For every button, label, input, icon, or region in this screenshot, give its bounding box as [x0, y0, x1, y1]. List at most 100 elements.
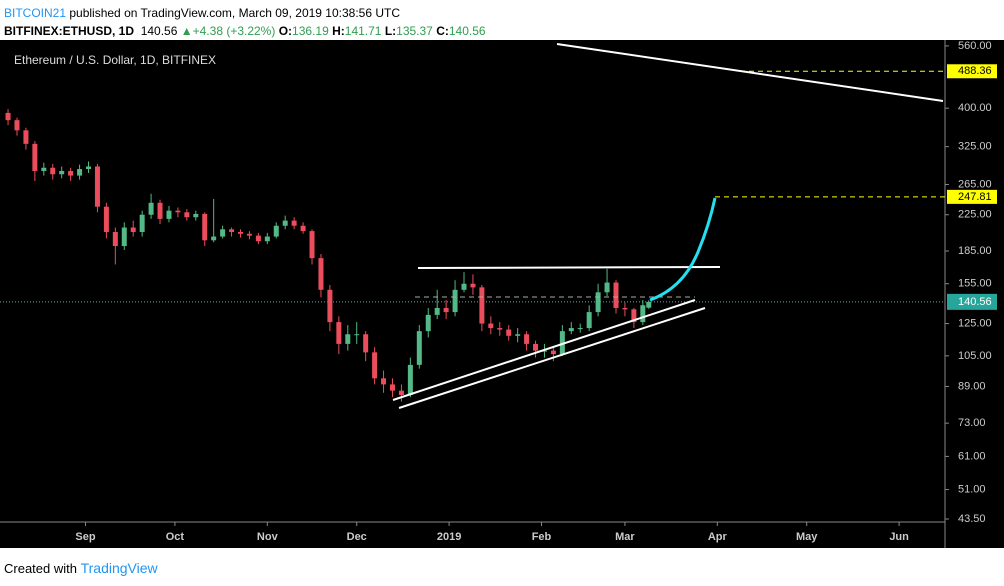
l-label: L:: [384, 24, 397, 38]
footer: Created with TradingView: [4, 560, 158, 576]
x-tick-label: Oct: [166, 531, 185, 543]
candle-body: [533, 343, 539, 351]
candle-body: [336, 322, 342, 344]
candle-body: [193, 213, 199, 218]
candle-body: [264, 236, 270, 242]
candle-body: [273, 225, 279, 237]
candle-body: [211, 236, 217, 241]
x-tick-label: Mar: [615, 531, 635, 543]
candle-body: [318, 258, 324, 290]
y-tick-label: 325.00: [958, 141, 992, 153]
x-tick-label: Nov: [257, 531, 279, 543]
candle-body: [640, 305, 646, 323]
price-label-box: [947, 189, 997, 204]
price-label-box: [947, 64, 997, 79]
x-tick-label: 2019: [437, 531, 461, 543]
candle-body: [586, 312, 592, 329]
x-tick-label: Apr: [708, 531, 728, 543]
candle-body: [327, 289, 333, 323]
y-tick-label: 125.00: [958, 317, 992, 329]
candle-body: [381, 378, 387, 385]
support-line: [392, 299, 696, 401]
candle-body: [202, 213, 208, 241]
y-tick-label: 560.00: [958, 40, 992, 52]
last-price-label: 140.56: [958, 296, 992, 308]
candle-body: [595, 292, 601, 313]
candle-body: [398, 390, 404, 395]
candle-body: [470, 283, 476, 288]
candle-body: [497, 328, 503, 330]
y-tick-label: 265.00: [958, 178, 992, 190]
candle-body: [613, 282, 619, 308]
candle-body: [130, 227, 136, 232]
candle-body: [255, 235, 261, 242]
candle-body: [103, 206, 109, 232]
y-tick-label: 43.50: [958, 513, 986, 525]
price: 140.56: [140, 24, 178, 38]
x-tick-label: Dec: [347, 531, 367, 543]
x-tick-label: Feb: [532, 531, 552, 543]
candle-body: [646, 301, 652, 308]
candle-body: [363, 334, 369, 353]
candle-body: [220, 229, 226, 237]
y-tick-label: 61.00: [958, 450, 986, 462]
candle-body: [175, 210, 181, 213]
y-tick-label: 225.00: [958, 209, 992, 221]
c-value: 140.56: [448, 24, 486, 38]
header-line-2: BITFINEX:ETHUSD, 1D 140.56 ▲+4.38 (+3.22…: [4, 22, 486, 40]
candle-body: [246, 233, 252, 236]
change: +4.38 (+3.22%): [192, 24, 276, 38]
symbol: BITFINEX:ETHUSD, 1D: [4, 24, 135, 38]
candle-body: [434, 307, 440, 315]
publisher[interactable]: BITCOIN21: [4, 6, 67, 20]
candle-body: [524, 334, 530, 344]
candle-body: [416, 331, 422, 365]
candle-body: [94, 166, 100, 207]
last-price-box: [947, 293, 997, 310]
published: published on TradingView.com, March 09, …: [69, 6, 401, 20]
candle-body: [506, 329, 512, 336]
l-value: 135.37: [396, 24, 433, 38]
chart-background: [0, 40, 1004, 548]
candle-body: [568, 328, 574, 332]
candle-body: [452, 289, 458, 313]
candle-body: [291, 220, 297, 226]
candle-body: [68, 170, 74, 176]
candle-body: [86, 166, 92, 170]
candle-body: [112, 231, 118, 247]
y-tick-label: 400.00: [958, 102, 992, 114]
candle-body: [139, 214, 145, 232]
candle-body: [354, 334, 360, 336]
candle-body: [32, 143, 38, 171]
price-label: 488.36: [958, 65, 992, 77]
candle-body: [443, 307, 449, 313]
candle-body: [425, 314, 431, 332]
up-arrow: ▲: [180, 24, 193, 38]
projection-path: [649, 197, 717, 302]
created-with: Created with: [4, 561, 77, 576]
y-tick-label: 73.00: [958, 417, 986, 429]
chart-title: Ethereum / U.S. Dollar, 1D, BITFINEX: [14, 53, 216, 67]
candle-body: [631, 309, 637, 323]
h-label: H:: [332, 24, 345, 38]
candle-body: [550, 350, 556, 355]
resistance-line: [417, 266, 721, 269]
header-line-1: BITCOIN21 published on TradingView.com, …: [4, 4, 486, 22]
h-value: 141.71: [344, 24, 382, 38]
candle-body: [300, 225, 306, 232]
candle-body: [345, 334, 351, 344]
candle-body: [559, 331, 565, 355]
header: BITCOIN21 published on TradingView.com, …: [4, 4, 486, 40]
candle-body: [622, 307, 628, 310]
candle-body: [479, 287, 485, 324]
x-tick-label: May: [796, 531, 818, 543]
brand[interactable]: TradingView: [80, 560, 158, 576]
candle-body: [5, 112, 11, 121]
candle-body: [282, 220, 288, 226]
candle-body: [407, 364, 413, 395]
y-tick-label: 51.00: [958, 483, 986, 495]
candle-body: [461, 283, 467, 290]
y-tick-label: 89.00: [958, 380, 986, 392]
